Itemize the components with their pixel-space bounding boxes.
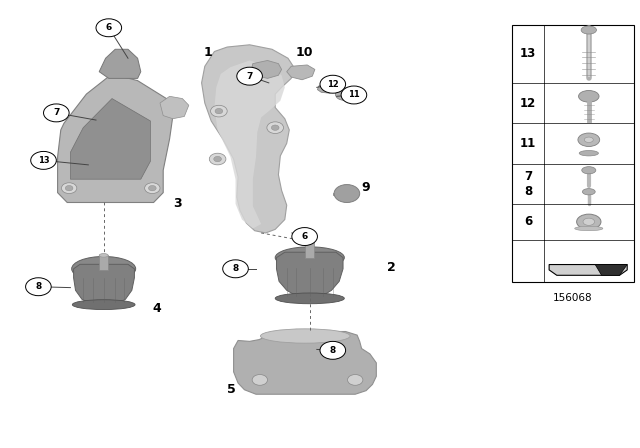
- Polygon shape: [276, 252, 343, 298]
- Ellipse shape: [72, 256, 136, 281]
- Ellipse shape: [579, 151, 598, 156]
- Circle shape: [252, 375, 268, 385]
- Circle shape: [148, 185, 156, 191]
- Polygon shape: [74, 264, 134, 306]
- Circle shape: [145, 183, 160, 194]
- Circle shape: [26, 278, 51, 296]
- Circle shape: [335, 88, 353, 100]
- Text: 11: 11: [348, 90, 360, 99]
- Ellipse shape: [99, 254, 108, 257]
- Circle shape: [223, 260, 248, 278]
- Text: 6: 6: [524, 215, 532, 228]
- Ellipse shape: [581, 26, 596, 34]
- Text: 6: 6: [106, 23, 112, 32]
- Circle shape: [211, 105, 227, 117]
- Circle shape: [209, 153, 226, 165]
- Polygon shape: [287, 65, 315, 80]
- Circle shape: [320, 75, 346, 93]
- Circle shape: [334, 185, 360, 202]
- Polygon shape: [160, 96, 189, 119]
- Text: 5: 5: [227, 383, 236, 396]
- Ellipse shape: [305, 240, 314, 244]
- Ellipse shape: [584, 137, 593, 142]
- Bar: [99, 255, 108, 270]
- Text: 9: 9: [362, 181, 370, 194]
- Polygon shape: [202, 45, 294, 233]
- Text: 7
8: 7 8: [524, 170, 532, 198]
- Ellipse shape: [575, 226, 603, 231]
- Text: 8: 8: [330, 346, 336, 355]
- Text: 1: 1: [204, 46, 212, 60]
- Circle shape: [320, 341, 346, 359]
- Circle shape: [61, 183, 77, 194]
- Ellipse shape: [577, 214, 601, 229]
- Polygon shape: [252, 60, 282, 78]
- Polygon shape: [99, 49, 141, 78]
- Circle shape: [348, 375, 363, 385]
- Text: 8: 8: [232, 264, 239, 273]
- Ellipse shape: [579, 90, 599, 102]
- Polygon shape: [70, 99, 150, 179]
- Ellipse shape: [583, 218, 595, 225]
- Polygon shape: [234, 332, 376, 394]
- Text: 12: 12: [327, 80, 339, 89]
- Ellipse shape: [275, 247, 344, 268]
- Text: 2: 2: [387, 261, 396, 275]
- Circle shape: [292, 228, 317, 246]
- Bar: [512, 25, 634, 282]
- Circle shape: [271, 125, 279, 130]
- Ellipse shape: [582, 189, 595, 195]
- Circle shape: [31, 151, 56, 169]
- Circle shape: [65, 185, 73, 191]
- Circle shape: [214, 156, 221, 162]
- Ellipse shape: [72, 300, 135, 310]
- Text: 13: 13: [38, 156, 49, 165]
- Circle shape: [44, 104, 69, 122]
- Polygon shape: [595, 264, 627, 275]
- Bar: [305, 242, 314, 258]
- Polygon shape: [214, 60, 285, 228]
- Text: 13: 13: [520, 47, 536, 60]
- Circle shape: [96, 19, 122, 37]
- Circle shape: [215, 108, 223, 114]
- Text: 4: 4: [152, 302, 161, 315]
- Text: 8: 8: [35, 282, 42, 291]
- Polygon shape: [549, 264, 627, 275]
- Ellipse shape: [275, 293, 344, 304]
- Text: 6: 6: [301, 232, 308, 241]
- Text: 11: 11: [520, 137, 536, 150]
- Circle shape: [341, 86, 367, 104]
- Text: 10: 10: [296, 46, 313, 60]
- Text: 3: 3: [173, 197, 181, 211]
- Text: 7: 7: [246, 72, 253, 81]
- Ellipse shape: [260, 329, 350, 343]
- Text: 156068: 156068: [553, 293, 593, 303]
- Ellipse shape: [578, 133, 600, 146]
- Circle shape: [237, 67, 262, 85]
- Polygon shape: [58, 74, 173, 202]
- Ellipse shape: [582, 167, 596, 174]
- Text: 12: 12: [520, 96, 536, 110]
- Polygon shape: [317, 83, 334, 93]
- Circle shape: [267, 122, 284, 134]
- Text: 7: 7: [53, 108, 60, 117]
